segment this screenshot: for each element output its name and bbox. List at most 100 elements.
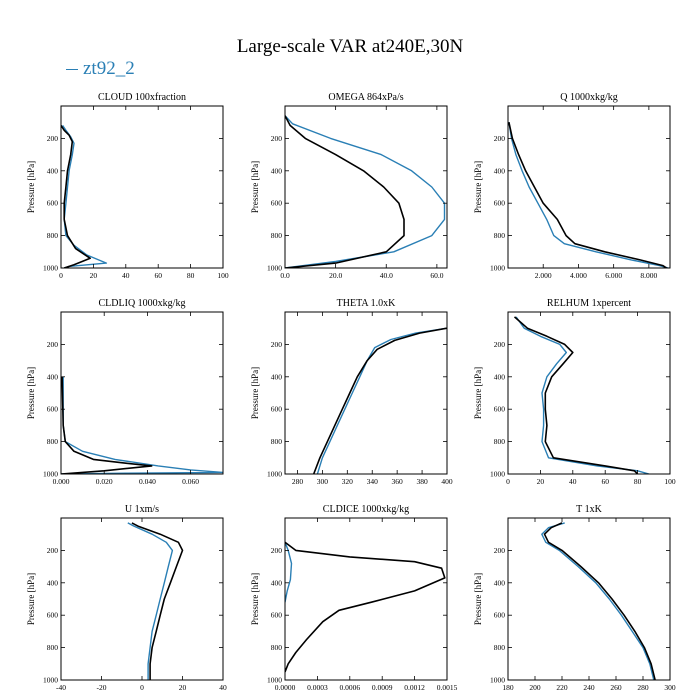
series-line-black bbox=[543, 522, 656, 680]
series-line-blue bbox=[285, 115, 446, 268]
series-line-black bbox=[312, 327, 447, 474]
x-tick-label: 40 bbox=[569, 477, 577, 486]
y-tick-label: 800 bbox=[47, 643, 59, 652]
x-tick-label: 0.040 bbox=[139, 477, 156, 486]
x-tick-label: 220 bbox=[556, 683, 568, 692]
panel-4: CLDLIQ 1000xkg/kg Pressure [hPa] 0.000 0.02… bbox=[26, 298, 224, 486]
y-tick-label: 600 bbox=[494, 199, 506, 208]
plot-frame bbox=[284, 105, 448, 269]
y-tick-label: 200 bbox=[47, 546, 59, 555]
y-tick-label: 800 bbox=[271, 437, 283, 446]
x-tick-label: 240 bbox=[583, 683, 595, 692]
panel-title: CLDICE 1000xkg/kg bbox=[323, 504, 409, 515]
x-tick-label: 60 bbox=[601, 477, 609, 486]
x-tick-label: 8.000 bbox=[640, 271, 657, 280]
x-tick-label: 80 bbox=[634, 477, 642, 486]
y-tick-label: 200 bbox=[47, 134, 59, 143]
series-line-blue bbox=[515, 316, 650, 474]
x-tick-label: 320 bbox=[342, 477, 354, 486]
series-line-blue bbox=[62, 125, 108, 268]
panel-title: OMEGA 864xPa/s bbox=[328, 92, 403, 103]
y-tick-label: 400 bbox=[47, 166, 59, 175]
x-tick-label: 40 bbox=[122, 271, 130, 280]
series-line-blue bbox=[316, 327, 447, 474]
panel-8: CLDICE 1000xkg/kg Pressure [hPa] 0.0000 0.0… bbox=[250, 504, 458, 692]
plot-frame bbox=[60, 517, 224, 681]
y-tick-label: 200 bbox=[271, 340, 283, 349]
series-line-black bbox=[61, 124, 91, 268]
panel-title: Q 1000xkg/kg bbox=[560, 92, 618, 103]
x-tick-label: 0.0 bbox=[280, 271, 290, 280]
y-tick-label: 1000 bbox=[267, 470, 282, 479]
y-tick-label: 400 bbox=[494, 166, 506, 175]
x-tick-label: 400 bbox=[441, 477, 453, 486]
y-tick-label: 1000 bbox=[490, 676, 505, 685]
series-line-blue bbox=[541, 522, 655, 680]
x-tick-label: 6.000 bbox=[605, 271, 622, 280]
x-tick-label: 300 bbox=[317, 477, 329, 486]
y-axis-label: Pressure [hPa] bbox=[26, 161, 36, 213]
y-tick-label: 200 bbox=[47, 340, 59, 349]
y-tick-label: 200 bbox=[494, 546, 506, 555]
x-tick-label: 0.060 bbox=[182, 477, 199, 486]
y-tick-label: 200 bbox=[271, 546, 283, 555]
panel-title: T 1xK bbox=[576, 504, 602, 515]
y-tick-label: 600 bbox=[494, 405, 506, 414]
x-tick-label: 80 bbox=[187, 271, 195, 280]
y-axis-label: Pressure [hPa] bbox=[473, 573, 483, 625]
y-axis-label: Pressure [hPa] bbox=[250, 161, 260, 213]
panel-6: RELHUM 1xpercent Pressure [hPa] 0 20 40 60 80 1… bbox=[473, 298, 676, 486]
x-tick-label: 20.0 bbox=[329, 271, 342, 280]
y-axis-label: Pressure [hPa] bbox=[250, 367, 260, 419]
x-tick-label: 260 bbox=[610, 683, 622, 692]
x-tick-label: 0 bbox=[140, 683, 144, 692]
y-tick-label: 1000 bbox=[267, 264, 282, 273]
x-tick-label: 0.0006 bbox=[339, 683, 360, 692]
plot-frame bbox=[284, 517, 448, 681]
y-tick-label: 800 bbox=[494, 643, 506, 652]
panel-3: Q 1000xkg/kg Pressure [hPa] 2.000 4.000 6.00… bbox=[473, 92, 671, 280]
y-tick-label: 200 bbox=[494, 340, 506, 349]
y-tick-label: 400 bbox=[271, 578, 283, 587]
y-tick-label: 600 bbox=[47, 611, 59, 620]
x-tick-label: 0.000 bbox=[53, 477, 70, 486]
plot-frame bbox=[60, 105, 224, 269]
x-tick-label: 40.0 bbox=[380, 271, 393, 280]
y-tick-label: 600 bbox=[271, 405, 283, 414]
x-tick-label: 20 bbox=[90, 271, 98, 280]
series-line-black bbox=[508, 122, 667, 268]
y-tick-label: 1000 bbox=[490, 470, 505, 479]
figure-title: Large-scale VAR at240E,30N bbox=[236, 36, 464, 57]
series-line-black bbox=[285, 541, 446, 673]
panel-title: U 1xm/s bbox=[125, 504, 159, 515]
y-tick-label: 400 bbox=[47, 372, 59, 381]
y-tick-label: 200 bbox=[271, 134, 283, 143]
x-tick-label: 0.0009 bbox=[372, 683, 393, 692]
x-tick-label: 20 bbox=[179, 683, 187, 692]
x-tick-label: 0.0012 bbox=[404, 683, 425, 692]
y-tick-label: 1000 bbox=[490, 264, 505, 273]
x-tick-label: 60.0 bbox=[430, 271, 443, 280]
series-line-blue bbox=[508, 122, 669, 268]
panel-title: CLOUD 100xfraction bbox=[98, 92, 186, 103]
x-tick-label: 300 bbox=[664, 683, 676, 692]
y-tick-label: 800 bbox=[494, 437, 506, 446]
legend-label: zt92_2 bbox=[83, 58, 135, 79]
y-tick-label: 600 bbox=[271, 199, 283, 208]
x-tick-label: 0 bbox=[59, 271, 63, 280]
y-axis-label: Pressure [hPa] bbox=[473, 367, 483, 419]
x-tick-label: 0.020 bbox=[96, 477, 113, 486]
legend: zt92_2 bbox=[66, 58, 135, 80]
plot-frame bbox=[284, 311, 448, 475]
y-tick-label: 400 bbox=[271, 166, 283, 175]
y-tick-label: 1000 bbox=[43, 264, 58, 273]
y-tick-label: 600 bbox=[47, 405, 59, 414]
plot-frame bbox=[507, 105, 671, 269]
y-tick-label: 800 bbox=[271, 643, 283, 652]
y-tick-label: 600 bbox=[271, 611, 283, 620]
y-tick-label: 400 bbox=[494, 372, 506, 381]
series-line-blue bbox=[61, 376, 223, 474]
x-tick-label: 340 bbox=[367, 477, 379, 486]
y-axis-label: Pressure [hPa] bbox=[250, 573, 260, 625]
y-tick-label: 1000 bbox=[43, 676, 58, 685]
